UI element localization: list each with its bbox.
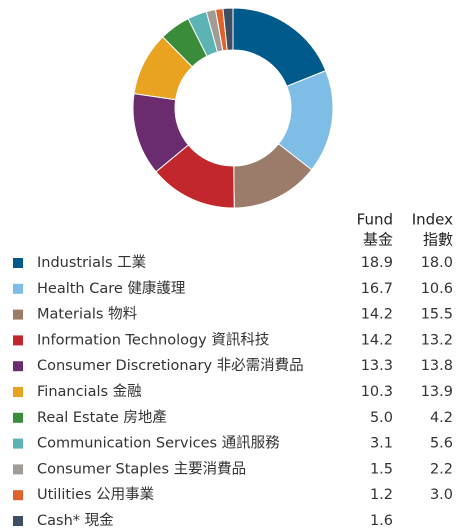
value-cell: 14.2 [361,307,393,323]
value-cell: 16.7 [361,281,393,297]
value-cell: 13.2 [421,332,453,348]
value-cell: 3.0 [430,487,453,503]
legend-swatch [13,283,23,294]
value-cell: 3.1 [370,436,393,452]
sector-label: Financials 金融 [37,383,142,400]
value-cell: 13.8 [421,358,453,374]
value-cell: 5.0 [370,410,393,426]
value-cell: 1.2 [370,487,393,503]
value-cell: 10.6 [421,281,453,297]
column-header: 指數 [423,231,453,249]
donut-slice [232,7,327,87]
legend-swatch [13,335,23,346]
value-cell: 5.6 [430,436,453,452]
value-cell: 15.5 [421,307,453,323]
legend-swatch [13,516,23,526]
legend-swatch [13,309,23,320]
legend-swatch [13,464,23,475]
value-cell: 18.0 [421,255,453,271]
legend-swatch [13,361,23,372]
donut-slice [222,7,234,51]
sector-label: Cash* 現金 [37,512,114,529]
value-cell: 10.3 [361,384,393,400]
sector-label: Communication Services 通訊服務 [37,435,280,452]
sector-label: Real Estate 房地產 [37,409,167,426]
column-header: Fund [357,211,393,229]
value-cell: 13.3 [361,358,393,374]
sector-label: Consumer Staples 主要消費品 [37,460,246,477]
value-cell: 2.2 [430,461,453,477]
value-cell: 18.9 [361,255,393,271]
column-header: 基金 [363,231,393,249]
legend-swatch [13,387,23,397]
value-cell: 1.5 [370,461,393,477]
sector-label: Information Technology 資訊科技 [37,331,269,348]
legend-swatch [13,258,23,268]
value-cell: 13.9 [421,384,453,400]
sector-label: Materials 物料 [37,306,137,323]
legend-swatch [13,412,23,423]
sector-label: Industrials 工業 [37,254,146,271]
column-header: Index [412,211,453,229]
sector-label: Utilities 公用事業 [37,486,154,503]
legend-swatch [13,490,23,501]
legend-swatch [13,438,23,449]
value-cell: 4.2 [430,410,453,426]
sector-label: Consumer Discretionary 非必需消費品 [37,357,304,374]
value-cell: 14.2 [361,332,393,348]
sector-label: Health Care 健康護理 [37,280,186,297]
value-cell: 1.6 [370,513,393,529]
